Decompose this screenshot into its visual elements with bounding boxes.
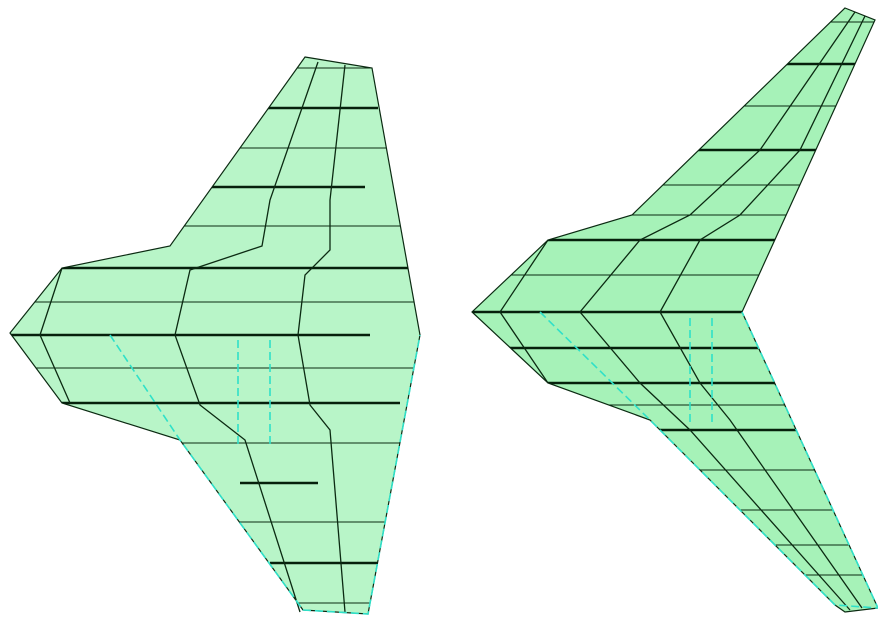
wing-outline — [471, 7, 878, 613]
spar — [659, 15, 866, 609]
spar — [579, 11, 856, 611]
spar — [174, 61, 319, 613]
spar — [499, 239, 549, 384]
hidden-edge — [109, 334, 421, 615]
spar — [297, 64, 346, 613]
hidden-edge — [539, 311, 878, 609]
spar — [39, 267, 71, 404]
